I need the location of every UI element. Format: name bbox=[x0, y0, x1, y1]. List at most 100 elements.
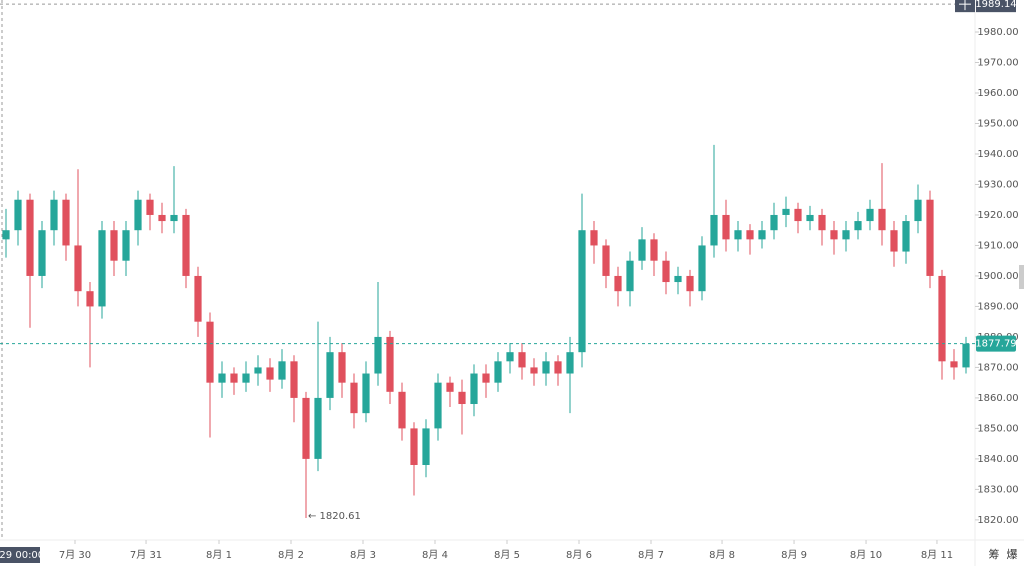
x-tick-label: 8月 5 bbox=[494, 549, 520, 561]
candle-body bbox=[26, 199, 34, 276]
x-tick-label: 8月 1 bbox=[206, 549, 232, 561]
crosshair-x-label: -29 00:00 bbox=[0, 550, 44, 561]
candle-body bbox=[854, 221, 862, 231]
candle-body bbox=[158, 214, 166, 222]
candle-body bbox=[662, 260, 670, 283]
candle-body bbox=[518, 352, 526, 368]
candle-body bbox=[218, 373, 226, 383]
candle-body bbox=[530, 367, 538, 374]
candle-body bbox=[206, 321, 214, 383]
candle-body bbox=[938, 275, 946, 362]
candle-body bbox=[710, 214, 718, 246]
candle-body bbox=[194, 275, 202, 322]
x-tick-label: 8月 2 bbox=[278, 549, 304, 561]
y-tick-label: 1970.00 bbox=[977, 58, 1018, 69]
crosshair-y-label: 1989.14 bbox=[975, 0, 1016, 10]
y-tick-label: 1820.00 bbox=[977, 515, 1018, 526]
corner-button[interactable]: 爆 bbox=[1007, 547, 1018, 561]
x-tick-label: 8月 10 bbox=[850, 549, 882, 561]
y-tick-label: 1870.00 bbox=[977, 362, 1018, 373]
candle-body bbox=[734, 230, 742, 240]
y-tick-label: 1950.00 bbox=[977, 118, 1018, 129]
candle-body bbox=[950, 361, 958, 368]
candle-body bbox=[14, 199, 22, 231]
candle-body bbox=[578, 230, 586, 353]
y-tick-label: 1920.00 bbox=[977, 210, 1018, 221]
corner-button[interactable]: 筹 bbox=[989, 547, 1000, 561]
candle-body bbox=[2, 230, 10, 240]
x-tick-label: 8月 7 bbox=[638, 549, 664, 561]
candle-body bbox=[242, 373, 250, 383]
min-annotation: ← 1820.61 bbox=[308, 511, 361, 522]
candle-body bbox=[746, 230, 754, 240]
candle-body bbox=[698, 245, 706, 292]
candle-body bbox=[566, 352, 574, 374]
candle-body bbox=[686, 275, 694, 292]
y-tick-label: 1850.00 bbox=[977, 423, 1018, 434]
x-tick-label: 8月 3 bbox=[350, 549, 376, 561]
x-tick-label: 7月 30 bbox=[59, 549, 91, 561]
x-tick-label: 7月 31 bbox=[130, 549, 162, 561]
x-tick-label: 8月 9 bbox=[781, 549, 807, 561]
candle-body bbox=[170, 214, 178, 222]
y-tick-label: 1860.00 bbox=[977, 393, 1018, 404]
candle-body bbox=[674, 275, 682, 283]
last-price-label: 1877.79 bbox=[975, 339, 1016, 350]
candle-body bbox=[434, 382, 442, 429]
y-tick-label: 1910.00 bbox=[977, 240, 1018, 251]
candle-body bbox=[290, 361, 298, 398]
x-tick-label: 8月 4 bbox=[422, 549, 448, 561]
candle-body bbox=[278, 361, 286, 380]
candle-body bbox=[494, 361, 502, 383]
y-tick-label: 1930.00 bbox=[977, 179, 1018, 190]
candle-body bbox=[38, 230, 46, 276]
crosshair-y-box bbox=[976, 0, 1016, 13]
crosshair-x-box bbox=[0, 547, 40, 563]
candle-body bbox=[266, 367, 274, 380]
last-price-box bbox=[976, 335, 1016, 352]
candle-body bbox=[830, 230, 838, 240]
candle-body bbox=[602, 245, 610, 276]
y-tick-label: 1960.00 bbox=[977, 88, 1018, 99]
candle-body bbox=[350, 382, 358, 414]
candle-body bbox=[554, 361, 562, 374]
y-tick-label: 1840.00 bbox=[977, 454, 1018, 465]
y-tick-label: 1980.00 bbox=[977, 27, 1018, 38]
candle-body bbox=[50, 199, 58, 231]
candle-body bbox=[146, 199, 154, 215]
candle-body bbox=[62, 199, 70, 246]
candle-body bbox=[878, 208, 886, 231]
candle-body bbox=[74, 245, 82, 292]
candle-body bbox=[182, 214, 190, 276]
candle-body bbox=[470, 373, 478, 405]
candle-body bbox=[914, 199, 922, 222]
y-tick-label: 1890.00 bbox=[977, 301, 1018, 312]
x-tick-label: 8月 6 bbox=[566, 549, 592, 561]
candle-body bbox=[818, 214, 826, 231]
candle-body bbox=[362, 373, 370, 414]
x-tick-label: 8月 8 bbox=[709, 549, 735, 561]
candle-body bbox=[638, 239, 646, 261]
candle-body bbox=[506, 352, 514, 362]
candle-body bbox=[482, 373, 490, 383]
candle-body bbox=[722, 214, 730, 240]
candle-body bbox=[626, 260, 634, 292]
candle-body bbox=[890, 230, 898, 252]
candle-body bbox=[902, 221, 910, 252]
candle-body bbox=[758, 230, 766, 240]
candle-body bbox=[86, 291, 94, 307]
candle-body bbox=[302, 397, 310, 459]
candle-body bbox=[590, 230, 598, 246]
y-tick-label: 1830.00 bbox=[977, 484, 1018, 495]
candle-body bbox=[842, 230, 850, 240]
candle-body bbox=[338, 352, 346, 383]
candle-body bbox=[866, 208, 874, 222]
candle-body bbox=[398, 391, 406, 429]
candle-body bbox=[326, 352, 334, 398]
candle-body bbox=[122, 230, 130, 261]
candle-body bbox=[614, 275, 622, 292]
candle-body bbox=[230, 373, 238, 383]
side-handle[interactable] bbox=[1019, 265, 1024, 289]
